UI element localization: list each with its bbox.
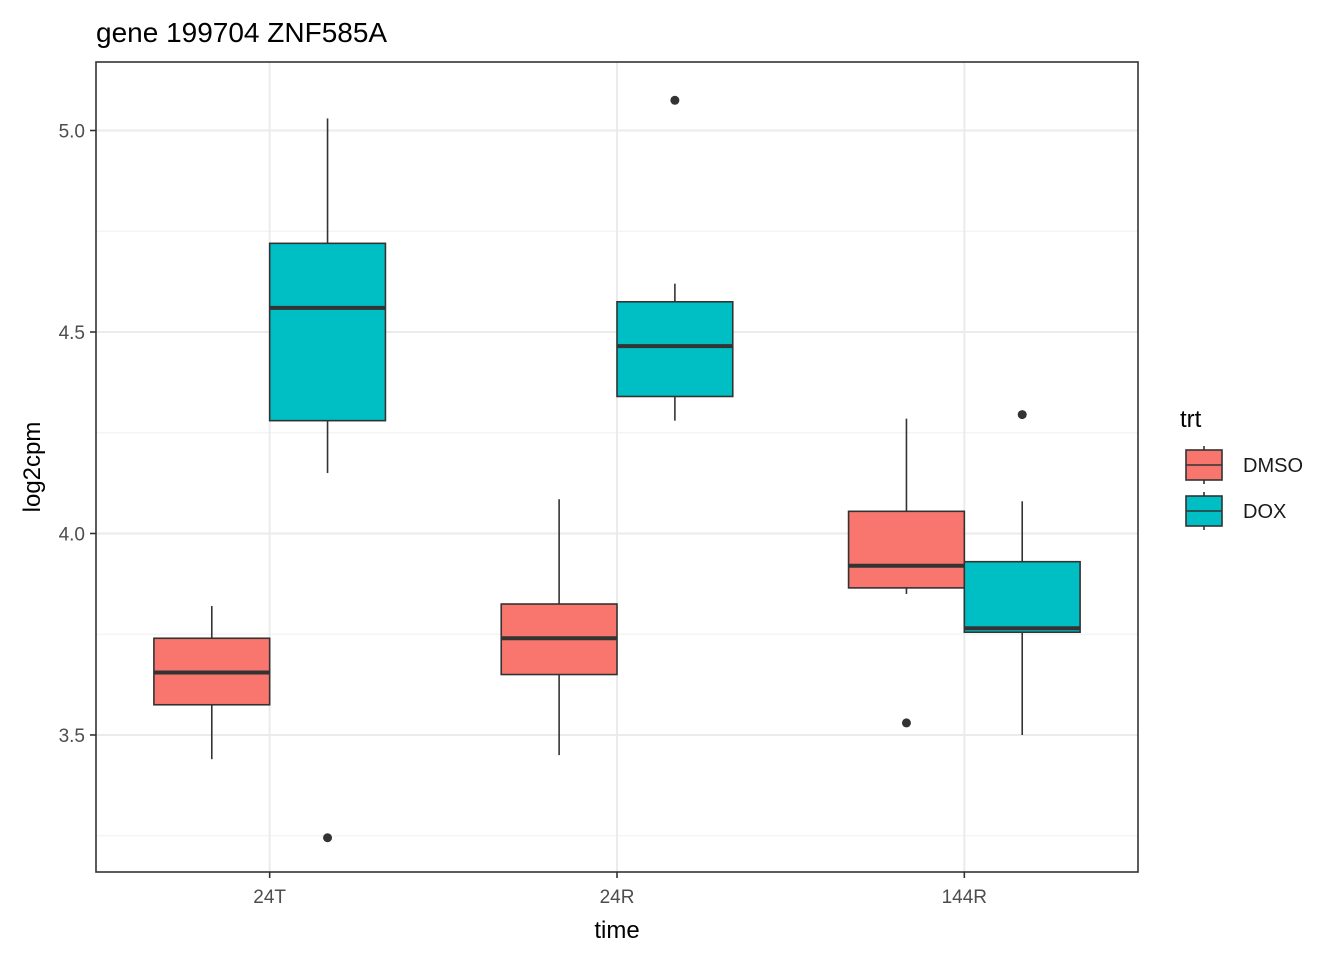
legend-entry-dox: DOX	[1185, 492, 1286, 530]
chart-title: gene 199704 ZNF585A	[96, 17, 387, 48]
y-tick-label: 5.0	[59, 122, 85, 143]
x-tick-label: 24R	[600, 887, 635, 908]
box-dox-24r	[616, 95, 734, 421]
box-dmso-144r	[847, 418, 966, 728]
outlier-point	[1017, 410, 1027, 420]
outlier-point	[670, 95, 680, 105]
legend-entry-dmso: DMSO	[1185, 446, 1303, 484]
legend-label: DMSO	[1243, 455, 1303, 477]
chart-marks	[153, 95, 1081, 843]
legend: trt DMSO DOX	[1180, 406, 1303, 530]
legend-title: trt	[1180, 406, 1202, 433]
box-dmso-24t	[153, 606, 271, 760]
x-axis-title: time	[594, 917, 639, 944]
y-tick-label: 4.0	[59, 524, 85, 545]
box-iqr	[268, 242, 387, 422]
box-iqr	[847, 510, 966, 589]
box-dox-24t	[268, 118, 387, 843]
y-tick-label: 4.5	[59, 323, 85, 344]
outlier-point	[323, 833, 333, 843]
x-tick-label: 24T	[253, 887, 286, 908]
axes: 3.5 4.0 4.5 5.0 24T 24R 144R	[59, 61, 1139, 908]
outlier-point	[901, 718, 911, 728]
legend-label: DOX	[1243, 501, 1286, 523]
y-axis-title: log2cpm	[19, 422, 46, 513]
x-tick-label: 144R	[942, 887, 987, 908]
box-dox-144r	[963, 410, 1081, 735]
y-tick-label: 3.5	[59, 726, 85, 747]
box-iqr	[616, 300, 734, 398]
box-iqr	[963, 560, 1081, 634]
plot-area	[96, 62, 1138, 872]
box-dmso-24r	[500, 499, 618, 756]
